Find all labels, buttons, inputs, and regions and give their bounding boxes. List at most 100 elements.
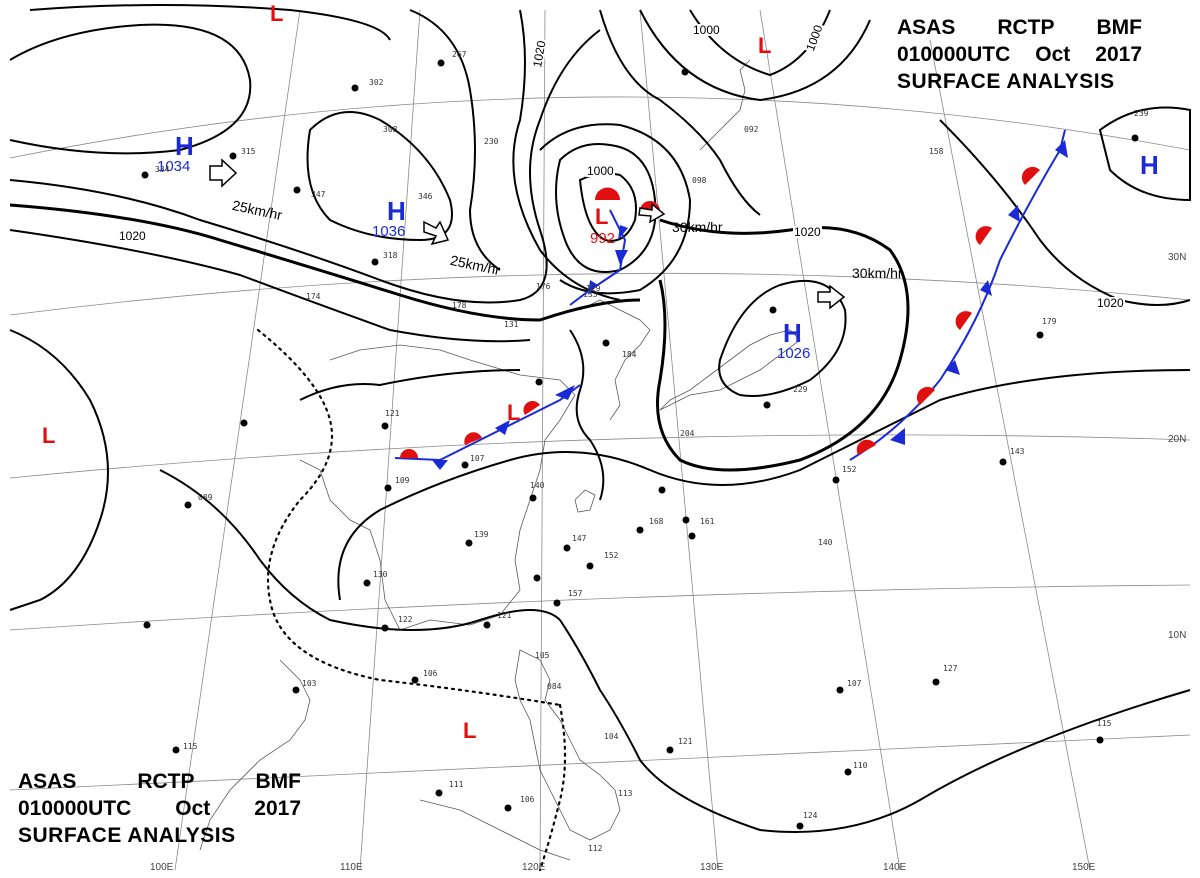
- lat-line: [9, 434, 1191, 479]
- motion-arrow-icon: [209, 158, 238, 188]
- station-value: 346: [418, 192, 433, 201]
- station-marker: [999, 458, 1007, 466]
- station-marker: [504, 804, 512, 812]
- longitude-label: 100E: [150, 862, 174, 873]
- lat-line: [9, 96, 1191, 159]
- station-marker: [292, 686, 300, 694]
- station-value: 302: [369, 78, 384, 87]
- station-value: 139: [474, 530, 489, 539]
- station-value: 178: [452, 301, 467, 310]
- station-marker: [371, 258, 379, 266]
- warm-front-marker: [400, 449, 418, 458]
- coast-korea-bohai: [579, 299, 651, 421]
- station-value: 143: [1010, 447, 1025, 456]
- station-marker: [465, 539, 473, 547]
- coast-china-indochina: [299, 344, 576, 631]
- analysis-year: 2017: [254, 797, 301, 820]
- station-value: 104: [604, 732, 619, 741]
- isobar: [559, 619, 1191, 833]
- isobar: [569, 329, 605, 501]
- station-marker: [411, 676, 419, 684]
- low-pressure-center: L: [758, 33, 772, 58]
- station-value: 131: [504, 320, 519, 329]
- low-pressure-center: L: [463, 718, 477, 743]
- station-marker: [586, 562, 594, 570]
- station-value: 176: [536, 282, 551, 291]
- station-value: 308: [383, 125, 398, 134]
- warm-front-marker: [916, 386, 935, 405]
- high-pressure-center: H: [175, 131, 194, 161]
- front-line: [394, 384, 581, 462]
- lat-line: [9, 272, 1191, 316]
- station-value: 106: [520, 795, 535, 804]
- isobar: [9, 29, 601, 304]
- header-row-time: 010000UTC Oct 2017: [18, 795, 301, 822]
- station-marker: [763, 401, 771, 409]
- cold-front-marker: [890, 428, 905, 445]
- stationary-front-pacific: [849, 129, 1068, 461]
- analysis-month: Oct: [1035, 43, 1071, 66]
- station-value: 161: [700, 517, 715, 526]
- isobar: [9, 229, 531, 343]
- station-value: 115: [183, 742, 198, 751]
- station-value: 152: [604, 551, 619, 560]
- station-value: 315: [241, 147, 256, 156]
- station-marker: [533, 574, 541, 582]
- cold-front-marker: [618, 225, 628, 240]
- station-marker: [529, 494, 537, 502]
- station-marker: [435, 789, 443, 797]
- issuer-code: RCTP: [997, 16, 1055, 39]
- longitude-label: 150E: [1072, 862, 1096, 873]
- header-row-ids: ASAS RCTP BMF: [18, 768, 301, 795]
- station-marker: [796, 822, 804, 830]
- station-value: 115: [1097, 719, 1112, 728]
- longitude-label: 140E: [883, 862, 907, 873]
- office-code: BMF: [1096, 16, 1143, 39]
- station-marker: [461, 461, 469, 469]
- cold-front-marker: [555, 385, 575, 400]
- station-value: 122: [398, 615, 413, 624]
- station-value: 157: [568, 589, 583, 598]
- low-pressure-value: 992: [590, 230, 616, 247]
- isobar-label: 1000: [586, 164, 615, 178]
- station-value: 334: [155, 165, 170, 174]
- troughs: [256, 328, 567, 872]
- motion-arrow-icon: [817, 284, 846, 310]
- station-value: 121: [497, 611, 512, 620]
- isobar: [1098, 106, 1191, 202]
- station-value: 110: [853, 761, 868, 770]
- isobar-1020-pacific: [939, 119, 1191, 306]
- station-value: 084: [547, 682, 562, 691]
- station-value: 103: [302, 679, 317, 688]
- station-value: 184: [622, 350, 637, 359]
- station-value: 229: [793, 385, 808, 394]
- map-header-top-right: ASAS RCTP BMF 010000UTC Oct 2017 SURFACE…: [897, 14, 1142, 95]
- cold-front-marker: [945, 360, 960, 375]
- station-value: 121: [385, 409, 400, 418]
- low-pressure-center: L: [595, 204, 609, 229]
- motion-arrow-icon: [638, 202, 666, 224]
- station-value: 107: [470, 454, 485, 463]
- station-value: 140: [818, 538, 833, 547]
- analysis-time: 010000UTC: [897, 43, 1011, 66]
- station-marker: [351, 84, 359, 92]
- station-marker: [483, 621, 491, 629]
- station-value: 318: [383, 251, 398, 260]
- station-circles: [141, 59, 1139, 830]
- station-value: 152: [842, 465, 857, 474]
- station-code: ASAS: [18, 770, 77, 793]
- station-marker: [563, 544, 571, 552]
- warm-front-marker: [595, 187, 620, 200]
- station-value: 121: [678, 737, 693, 746]
- high-pressure-value: 1034: [157, 158, 191, 175]
- coastlines: [199, 59, 801, 861]
- station-marker: [437, 59, 445, 67]
- station-marker: [229, 152, 237, 160]
- high-pressure-center: H: [783, 318, 802, 348]
- station-marker: [184, 501, 192, 509]
- station-marker: [688, 532, 696, 540]
- low-pressure-center: L: [507, 400, 521, 425]
- isobar: [409, 9, 501, 271]
- warm-front-marker: [523, 400, 540, 415]
